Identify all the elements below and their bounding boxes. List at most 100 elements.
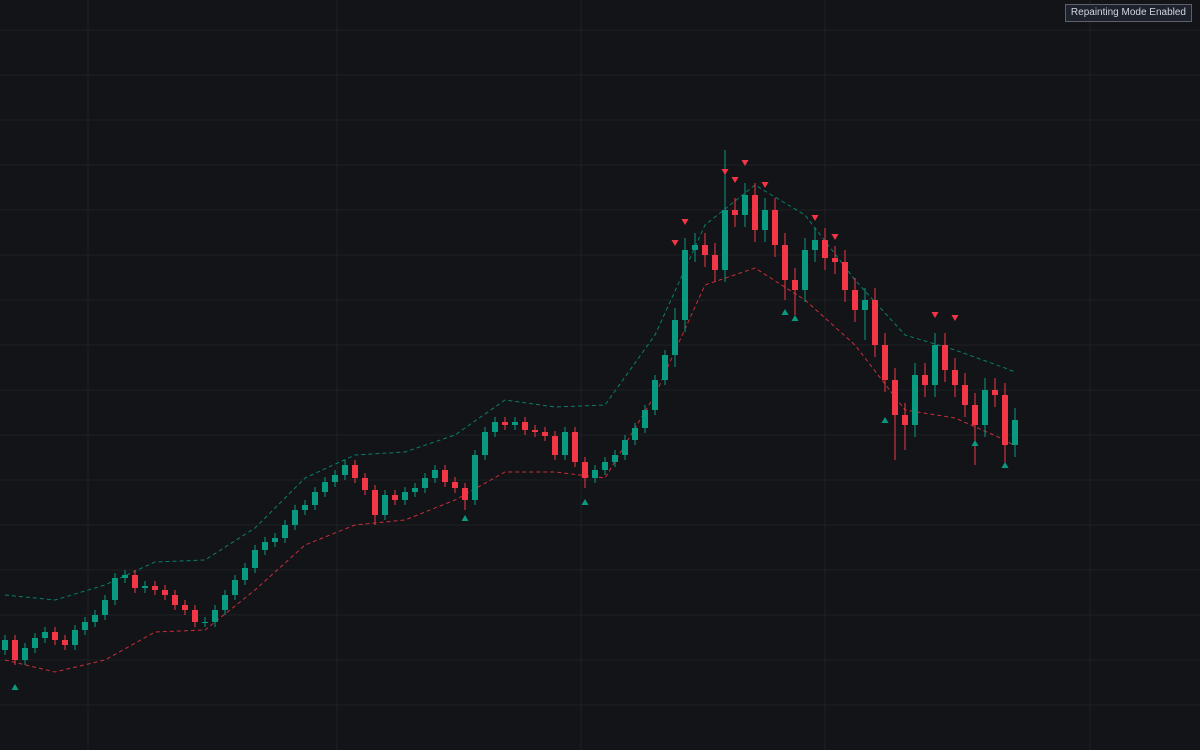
candle-body [962, 385, 968, 405]
candle-body [412, 488, 418, 492]
candle-body [922, 375, 928, 385]
candle-body [162, 590, 168, 595]
candle-body [892, 380, 898, 415]
candle-body [402, 492, 408, 500]
candle-body [42, 632, 48, 638]
candle-body [592, 470, 598, 478]
candle-body [852, 290, 858, 310]
sell-signal [721, 169, 729, 175]
candle-body [242, 568, 248, 580]
buy-signal [1001, 462, 1009, 468]
buy-signal [971, 440, 979, 446]
candle-body [362, 478, 368, 490]
candle-body [612, 455, 618, 462]
candle-body [212, 610, 218, 622]
candle-body [232, 580, 238, 595]
candle-body [202, 622, 208, 623]
candle-body [782, 245, 788, 280]
sell-signal [741, 160, 749, 166]
sell-signal [931, 312, 939, 318]
candle-body [662, 355, 668, 380]
candle-body [392, 495, 398, 500]
candle-body [82, 622, 88, 630]
candle-body [2, 640, 8, 650]
candle-body [702, 245, 708, 255]
candle-body [452, 482, 458, 488]
candle-body [562, 432, 568, 455]
candle-body [682, 250, 688, 320]
candle-body [632, 428, 638, 440]
candle-body [772, 210, 778, 245]
candle-body [872, 300, 878, 345]
candle-body [12, 640, 18, 660]
candle-body [642, 410, 648, 428]
candle-body [372, 490, 378, 515]
candle-body [132, 575, 138, 588]
candle-body [502, 422, 508, 425]
candle-body [442, 470, 448, 482]
candle-body [282, 525, 288, 538]
candle-body [752, 195, 758, 230]
candle-body [522, 422, 528, 430]
candle-body [72, 630, 78, 645]
candle-body [812, 240, 818, 250]
candle-body [172, 595, 178, 605]
candle-body [512, 422, 518, 425]
candle-body [802, 250, 808, 290]
envelope-upper [4, 184, 1016, 601]
candle-body [192, 610, 198, 622]
candle-body [542, 432, 548, 436]
candle-body [1002, 395, 1008, 445]
candle-body [912, 375, 918, 425]
envelope-lower [4, 267, 1016, 673]
candle-body [182, 605, 188, 610]
sell-signal [831, 234, 839, 240]
candle-body [762, 210, 768, 230]
candle-body [142, 586, 148, 588]
candle-body [22, 648, 28, 660]
candle-body [792, 280, 798, 290]
candle-body [312, 492, 318, 505]
candle-body [622, 440, 628, 455]
buy-signal [781, 309, 789, 315]
candle-body [332, 475, 338, 482]
candle-body [432, 470, 438, 478]
candle-body [302, 505, 308, 510]
candle-body [422, 478, 428, 488]
sell-signal [731, 177, 739, 183]
candle-body [382, 495, 388, 515]
candle-body [352, 465, 358, 478]
candle-body [602, 462, 608, 470]
candle-body [222, 595, 228, 610]
candle-body [122, 575, 128, 578]
candle-body [462, 488, 468, 500]
candle-body [732, 210, 738, 215]
candle-body [582, 462, 588, 478]
candle-body [572, 432, 578, 462]
candle-body [742, 195, 748, 215]
candle-body [952, 370, 958, 385]
status-badge: Repainting Mode Enabled [1064, 4, 1192, 22]
sell-signal [681, 219, 689, 225]
candle-body [152, 586, 158, 590]
candle-body [342, 465, 348, 475]
candle-body [822, 240, 828, 258]
candle-body [882, 345, 888, 380]
candle-body [52, 632, 58, 640]
sell-signal [671, 240, 679, 246]
candle-body [842, 262, 848, 290]
sell-signal [761, 182, 769, 188]
candle-body [262, 542, 268, 550]
candle-body [832, 258, 838, 262]
candle-body [692, 245, 698, 250]
buy-signal [581, 499, 589, 505]
candle-body [972, 405, 978, 425]
buy-signal [791, 315, 799, 321]
candle-body [32, 638, 38, 648]
candle-body [482, 432, 488, 455]
candle-body [492, 422, 498, 432]
candle-body [102, 600, 108, 615]
candle-body [252, 550, 258, 568]
candle-body [322, 482, 328, 492]
